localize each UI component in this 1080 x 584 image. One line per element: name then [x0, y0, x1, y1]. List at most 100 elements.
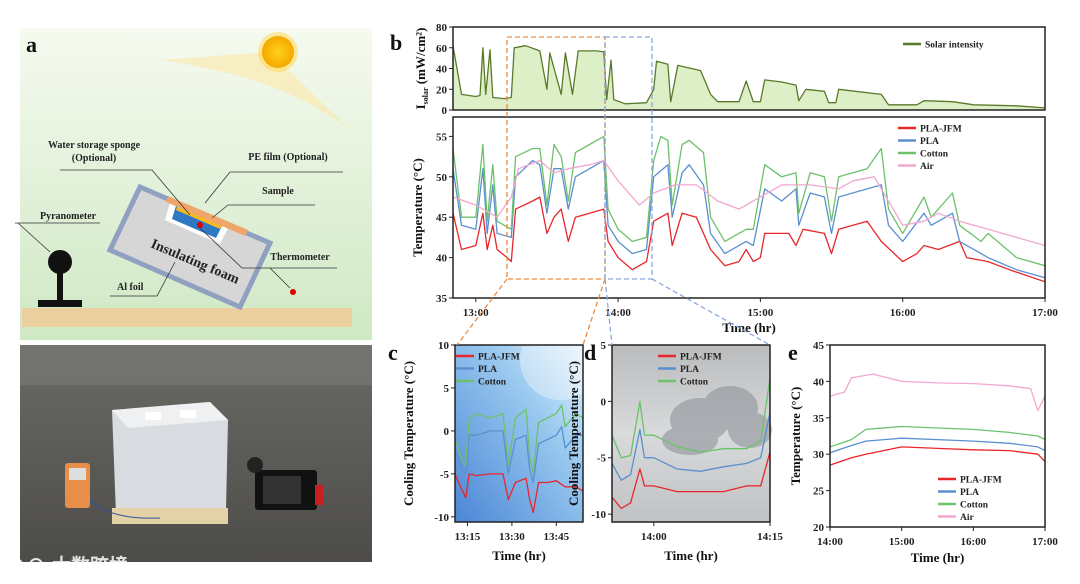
x-axis-label: Time (hr): [664, 548, 718, 563]
x-tick-label: 13:45: [543, 531, 569, 543]
sun-icon: [258, 32, 298, 72]
y-tick-label: 40: [813, 376, 825, 388]
legend-label: Cotton: [920, 150, 949, 160]
legend-label: PLA: [960, 488, 979, 498]
y-tick-label: 80: [436, 22, 448, 34]
x-tick-label: 13:15: [455, 531, 481, 543]
sample-label: Sample: [262, 186, 294, 197]
legend-label: Cotton: [680, 378, 709, 388]
series-line-pla-jfm: [830, 446, 1045, 466]
leader-lines: [15, 169, 343, 297]
legend-label: Air: [920, 162, 935, 172]
x-tick-label: 14:00: [817, 536, 843, 548]
thermometer-label: Thermometer: [270, 252, 330, 263]
panel-label-a: a: [26, 32, 37, 57]
zoom-connector-c-right: [582, 278, 606, 346]
zoom-indicators: [456, 36, 771, 346]
plot-frame: [829, 344, 1046, 528]
x-tick-label: 17:00: [1032, 307, 1058, 319]
panel-label-c: c: [388, 340, 398, 365]
series-line-air: [453, 159, 1045, 247]
x-tick-label: 13:30: [499, 531, 525, 543]
y-axis-label: Cooling Temperature (°C): [401, 361, 416, 506]
y-tick-label: 40: [436, 253, 448, 265]
y-tick-label: 35: [813, 413, 825, 425]
y-axis-label: Temperature (°C): [788, 387, 803, 486]
water-sponge-label: Water storage sponge: [48, 140, 141, 151]
y-axis-label: Temperature (°C): [410, 158, 425, 257]
x-axis-label: Time (hr): [722, 320, 776, 335]
y-tick-label: 25: [813, 486, 825, 498]
series-line-pla: [830, 437, 1045, 454]
chart-b-top: 0 20 40 60 80 Isolar (mW/cm²) Solar intensity: [413, 22, 1046, 117]
series-line-pla-jfm: [612, 451, 770, 510]
y-tick-label: 0: [442, 105, 448, 117]
y-tick-label: -10: [591, 509, 606, 521]
y-tick-label: 10: [438, 340, 450, 352]
y-tick-label: 30: [813, 449, 825, 461]
zoom-connector-c-left: [456, 278, 508, 346]
watermark-logo: 大数跨境: [9, 554, 128, 577]
x-axis-label: Time (hr): [492, 548, 546, 563]
watermark-text: 大数跨境: [52, 554, 128, 577]
panel-label-e: e: [788, 340, 798, 365]
series-line-solar-intensity: [453, 45, 1045, 109]
cloud-shape: [662, 386, 772, 455]
pyranometer-label: Pyranometer: [40, 211, 97, 222]
y-tick-label: 0: [601, 396, 607, 408]
x-axis-label: Time (hr): [911, 550, 965, 565]
series-line-cotton: [455, 404, 583, 475]
y-tick-label: 60: [436, 43, 448, 55]
series-line-pla-jfm: [455, 473, 583, 514]
zoom-connector-d-right: [651, 278, 771, 346]
panel-label-b: b: [390, 30, 402, 55]
y-tick-label: 55: [436, 131, 448, 143]
legend-label: PLA: [478, 365, 497, 375]
charts-layer: 0 20 40 60 80 Isolar (mW/cm²) Solar intensity 3…: [401, 22, 1058, 565]
chart-c: -10 -5 0 5 10 13:15 13:30 13:45 Time (hr) Cooling…: [401, 340, 584, 563]
plot-frame: [611, 344, 771, 523]
y-tick-label: 40: [436, 64, 448, 76]
y-axis-label-units: (mW/cm²): [413, 28, 428, 88]
x-tick-label: 15:00: [748, 307, 774, 319]
chart-d: -10 -5 0 5 14:00 14:15 Time (hr) Cooling Temper…: [566, 340, 783, 563]
y-tick-label: -10: [434, 512, 449, 524]
x-tick-label: 16:00: [960, 536, 986, 548]
legend-label: PLA-JFM: [960, 476, 1002, 486]
x-tick-label: 14:00: [605, 307, 631, 319]
legend-label: Solar intensity: [925, 41, 984, 51]
sun-glare: [520, 320, 600, 400]
x-tick-label: 14:15: [757, 531, 783, 543]
y-tick-label: 45: [436, 212, 448, 224]
legend-label: Cotton: [478, 378, 507, 388]
legend-label: PLA-JFM: [920, 125, 962, 135]
legend-label: PLA: [920, 137, 939, 147]
plot-frame: [452, 116, 1046, 299]
insulating-box: [106, 183, 274, 311]
y-axis-label: Cooling Temperature (°C): [566, 361, 581, 506]
pyranometer-icon: [38, 250, 82, 307]
series-line-pla: [455, 425, 583, 484]
series-line-pla: [612, 412, 770, 481]
series-line-pla-jfm: [453, 196, 1045, 283]
legend-label: Air: [960, 513, 975, 523]
y-tick-label: 20: [436, 84, 448, 96]
thermometer-probe: [290, 289, 296, 295]
series-area-solar-intensity: [453, 45, 1045, 110]
legend-label: PLA-JFM: [478, 353, 520, 363]
chart-e: 20 25 30 35 40 45 14:00 15:00 16:00 17:00 Time (hr…: [788, 340, 1058, 565]
legend-label: PLA-JFM: [680, 353, 722, 363]
y-tick-label: 20: [813, 522, 825, 534]
y-tick-label: 5: [444, 383, 450, 395]
water-sponge-optional-label: (Optional): [72, 153, 116, 164]
y-tick-label: -5: [440, 469, 450, 481]
y-tick-label: 5: [601, 340, 607, 352]
ground-surface: [22, 308, 352, 327]
y-axis-label: Isolar (mW/cm²): [413, 28, 430, 110]
experiment-photo: [20, 345, 372, 562]
panel-a-background: [20, 28, 372, 340]
legend-label: PLA: [680, 365, 699, 375]
y-tick-label: 0: [444, 426, 450, 438]
series-line-cotton: [612, 378, 770, 459]
